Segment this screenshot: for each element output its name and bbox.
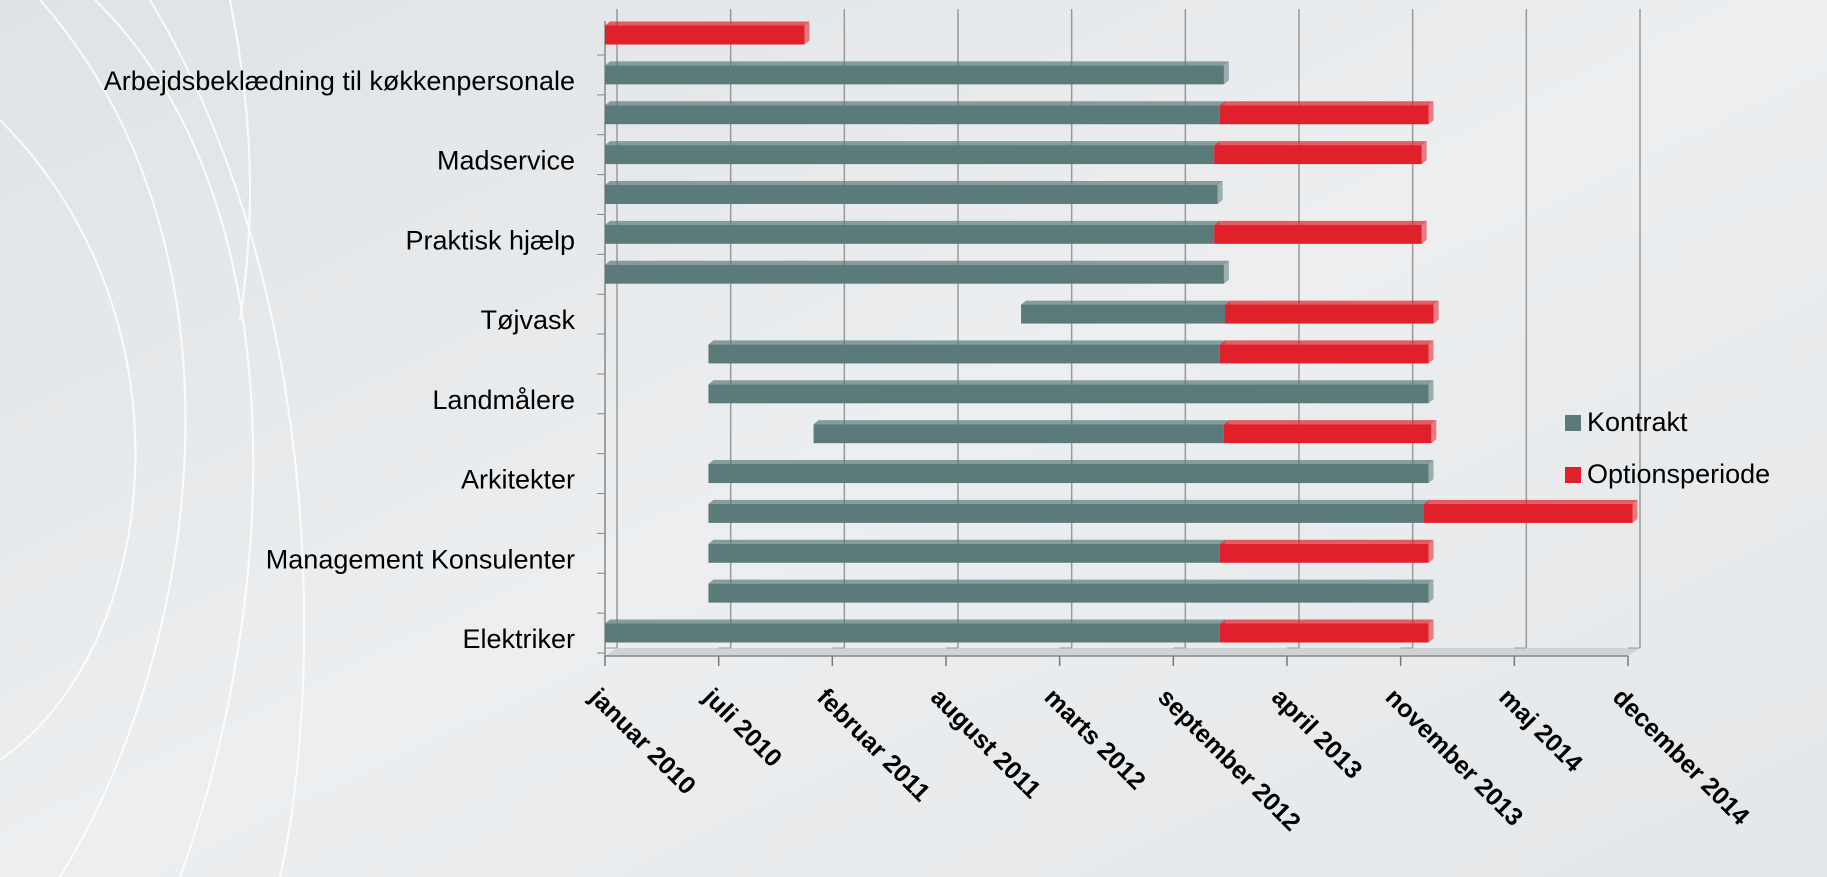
bar-top <box>1219 340 1434 345</box>
bar-top <box>605 101 1225 106</box>
bar <box>1219 105 1429 125</box>
bar <box>708 503 1424 523</box>
bar <box>1214 145 1422 165</box>
bar-side <box>1632 499 1638 523</box>
y-tick-label: Madservice <box>437 146 575 176</box>
bar-top <box>605 180 1223 185</box>
bar-top <box>605 220 1220 225</box>
bar-top <box>1219 101 1434 106</box>
bar-side <box>1223 260 1229 284</box>
bar <box>1423 503 1633 523</box>
bar-top <box>1021 300 1231 305</box>
bar <box>605 145 1215 165</box>
bar <box>605 623 1220 643</box>
bar-side <box>1431 420 1437 444</box>
y-tick-label: Elektriker <box>462 624 575 654</box>
y-tick-label: Tøjvask <box>481 305 576 335</box>
bar <box>605 184 1218 204</box>
y-tick-label: Landmålere <box>432 385 575 415</box>
bar <box>1021 304 1226 324</box>
bar-side <box>1428 539 1434 563</box>
bar-side <box>1433 300 1439 324</box>
y-tick-label: Management Konsulenter <box>266 544 575 574</box>
bar-top <box>1423 499 1638 504</box>
bar-top <box>605 61 1229 66</box>
bar <box>1219 623 1429 643</box>
bar-top <box>605 260 1229 265</box>
legend-label: Kontrakt <box>1587 407 1688 437</box>
bar <box>1223 424 1432 444</box>
bar-side <box>1428 380 1434 404</box>
bar-top <box>1214 141 1427 146</box>
bar <box>708 384 1429 404</box>
bar-top <box>708 499 1429 504</box>
legend-label: Optionsperiode <box>1587 459 1770 489</box>
bar <box>1219 543 1429 563</box>
bar <box>708 464 1429 484</box>
bar-top <box>1223 420 1437 425</box>
bar <box>1219 344 1429 364</box>
y-tick-label: Arbejdsbeklædning til køkkenpersonale <box>104 66 575 96</box>
y-tick-label: Praktisk hjælp <box>405 225 575 255</box>
bar <box>605 25 805 45</box>
y-tick-label: Arkitekter <box>461 465 575 495</box>
bar-top <box>1225 300 1439 305</box>
bar-side <box>804 21 810 45</box>
bar-top <box>708 579 1434 584</box>
bar <box>605 264 1224 284</box>
bar-side <box>1421 141 1427 165</box>
bar-top <box>1214 220 1427 225</box>
bar-side <box>1428 340 1434 364</box>
bar-top <box>605 21 810 26</box>
bar <box>605 65 1224 85</box>
bar-top <box>1219 619 1434 624</box>
bar-top <box>1219 539 1434 544</box>
bar-side <box>1428 460 1434 484</box>
bar-side <box>1421 220 1427 244</box>
bar <box>605 224 1215 244</box>
bar <box>708 543 1220 563</box>
legend-swatch <box>1565 467 1581 483</box>
axis-floor <box>605 648 1640 656</box>
bar-side <box>1223 61 1229 85</box>
bar-top <box>708 539 1225 544</box>
bar-top <box>605 619 1225 624</box>
legend-swatch <box>1565 415 1581 431</box>
bar-top <box>708 460 1434 465</box>
bar-top <box>605 141 1220 146</box>
bar <box>1225 304 1434 324</box>
bar-side <box>1428 619 1434 643</box>
bar-side <box>1428 101 1434 125</box>
bar-top <box>813 420 1229 425</box>
bar <box>708 583 1429 603</box>
bar <box>708 344 1220 364</box>
bar-top <box>708 380 1434 385</box>
bar-side <box>1217 180 1223 204</box>
bar <box>1214 224 1422 244</box>
bar <box>605 105 1220 125</box>
decor-curves <box>0 0 306 877</box>
bar-top <box>708 340 1225 345</box>
bar <box>813 424 1224 444</box>
bar-side <box>1428 579 1434 603</box>
